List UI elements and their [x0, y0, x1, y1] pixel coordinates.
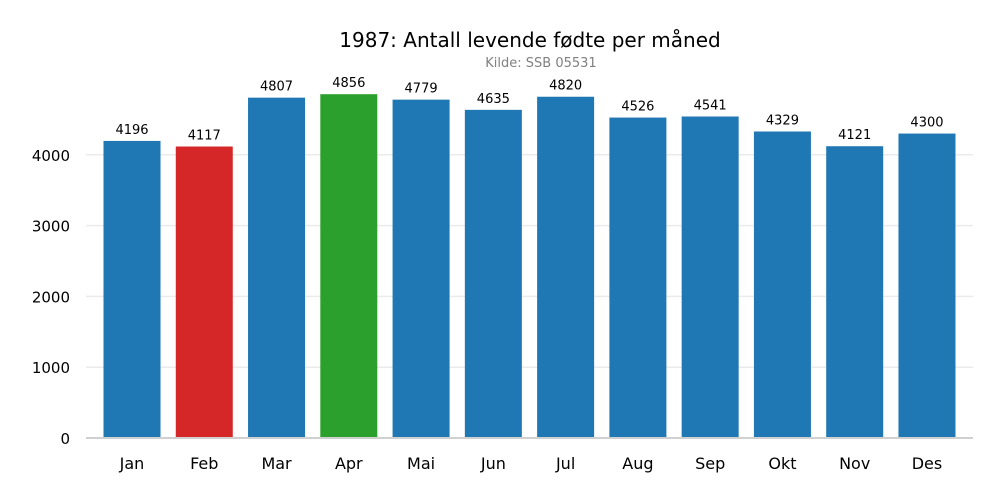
bar-apr [320, 94, 378, 439]
chart-subtitle: Kilde: SSB 05531 [485, 56, 596, 71]
data-label: 4807 [260, 80, 293, 95]
x-tick-label: Apr [335, 454, 363, 473]
x-tick-label: Okt [768, 454, 796, 473]
data-labels: 4196 4117 4807 4856 4779 4635 4820 4526 4541 4329… [115, 76, 943, 143]
bar-jun [464, 109, 522, 438]
y-tick-label: 3000 [32, 218, 70, 236]
y-axis: 0 1000 2000 3000 4000 [32, 147, 70, 448]
bar-sep [681, 116, 739, 439]
y-tick-label: 1000 [32, 359, 70, 377]
y-tick-label: 2000 [32, 288, 70, 306]
bar-feb [175, 146, 233, 438]
x-tick-label: Mar [261, 454, 292, 473]
chart-title: 1987: Antall levende fødte per måned [339, 28, 720, 52]
x-axis: Jan Feb Mar Apr Mai Jun Jul Aug Sep Okt Nov Des [119, 454, 943, 473]
data-label: 4196 [115, 123, 148, 138]
bar-okt [753, 131, 811, 438]
x-tick-label: Jun [480, 454, 506, 473]
x-tick-label: Jan [119, 454, 145, 473]
x-tick-label: Des [912, 454, 943, 473]
x-tick-label: Jul [555, 454, 575, 473]
bar-jul [537, 96, 595, 438]
bar-jan [103, 140, 161, 438]
x-tick-label: Feb [190, 454, 218, 473]
data-label: 4300 [910, 116, 943, 131]
bar-nov [826, 146, 884, 438]
data-label: 4541 [694, 98, 727, 113]
x-tick-label: Aug [622, 454, 653, 473]
x-tick-label: Nov [839, 454, 870, 473]
data-label: 4635 [477, 92, 510, 107]
data-label: 4856 [332, 76, 365, 91]
data-label: 4117 [188, 129, 221, 144]
bar-aug [609, 117, 667, 438]
x-tick-label: Mai [407, 454, 435, 473]
x-tick-label: Sep [695, 454, 725, 473]
bar-des [898, 133, 956, 438]
y-tick-label: 0 [60, 430, 70, 448]
bars [103, 94, 956, 439]
data-label: 4121 [838, 128, 871, 143]
bar-mar [248, 97, 306, 438]
data-label: 4329 [766, 114, 799, 129]
data-label: 4779 [405, 82, 438, 97]
data-label: 4820 [549, 79, 582, 94]
data-label: 4526 [621, 100, 654, 115]
gridlines [86, 154, 973, 368]
y-tick-label: 4000 [32, 147, 70, 165]
bar-mai [392, 99, 450, 439]
